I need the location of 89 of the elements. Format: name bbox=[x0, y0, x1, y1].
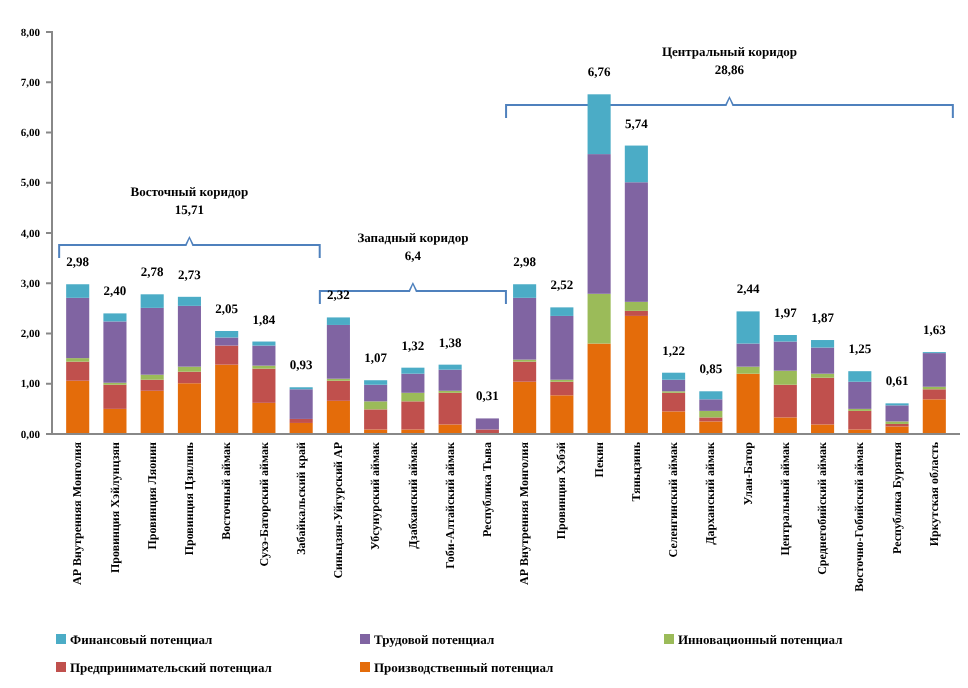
bar bbox=[326, 380, 350, 401]
bar bbox=[103, 321, 127, 383]
bar bbox=[475, 418, 499, 430]
bar bbox=[587, 293, 611, 344]
bar bbox=[587, 343, 611, 434]
bar bbox=[885, 426, 909, 434]
bar bbox=[252, 345, 276, 366]
bar bbox=[624, 315, 648, 434]
bar bbox=[773, 341, 797, 371]
bar bbox=[140, 307, 164, 375]
bar bbox=[177, 305, 201, 367]
bar bbox=[215, 330, 239, 338]
bar bbox=[550, 307, 574, 316]
bar bbox=[699, 399, 723, 411]
bar bbox=[848, 410, 872, 430]
bar bbox=[662, 411, 686, 434]
bar bbox=[848, 381, 872, 409]
bar bbox=[922, 353, 946, 387]
bar bbox=[922, 389, 946, 400]
bar bbox=[662, 392, 686, 412]
bar bbox=[103, 408, 127, 434]
bar bbox=[624, 145, 648, 183]
bar bbox=[587, 154, 611, 294]
bar bbox=[773, 417, 797, 434]
bar bbox=[773, 370, 797, 385]
bar bbox=[364, 384, 388, 402]
bar bbox=[513, 361, 537, 382]
bar bbox=[103, 313, 127, 322]
bar bbox=[773, 384, 797, 418]
bar bbox=[587, 94, 611, 155]
bar bbox=[699, 421, 723, 434]
bar bbox=[438, 392, 462, 425]
bar bbox=[66, 380, 90, 434]
bar bbox=[624, 310, 648, 316]
bar bbox=[140, 294, 164, 308]
bar bbox=[662, 379, 686, 392]
bar bbox=[550, 381, 574, 396]
bar bbox=[177, 383, 201, 434]
bar bbox=[289, 422, 313, 434]
bar bbox=[177, 366, 201, 372]
bar bbox=[550, 395, 574, 434]
bar bbox=[215, 364, 239, 434]
bar bbox=[177, 371, 201, 384]
bar bbox=[66, 297, 90, 359]
bar bbox=[922, 399, 946, 434]
bar bbox=[66, 284, 90, 298]
bar bbox=[364, 409, 388, 430]
bar bbox=[326, 400, 350, 434]
bar bbox=[624, 301, 648, 311]
bar bbox=[662, 372, 686, 380]
bar bbox=[326, 317, 350, 325]
bar bbox=[140, 390, 164, 434]
bar bbox=[885, 405, 909, 422]
bar bbox=[66, 361, 90, 381]
bar bbox=[513, 381, 537, 434]
bar bbox=[811, 377, 835, 425]
bar bbox=[103, 384, 127, 409]
bar bbox=[848, 371, 872, 382]
bar bbox=[736, 366, 760, 374]
bar bbox=[401, 367, 425, 374]
bar bbox=[513, 297, 537, 360]
bar bbox=[438, 424, 462, 434]
bar bbox=[215, 337, 239, 346]
bar bbox=[140, 374, 164, 380]
bar bbox=[811, 424, 835, 434]
bar bbox=[699, 410, 723, 418]
bar bbox=[699, 391, 723, 400]
bar bbox=[177, 296, 201, 306]
bar bbox=[252, 368, 276, 403]
bar bbox=[736, 311, 760, 344]
bar bbox=[624, 182, 648, 302]
bar bbox=[438, 369, 462, 391]
bar bbox=[326, 324, 350, 379]
bar bbox=[773, 335, 797, 342]
bar bbox=[811, 347, 835, 374]
bar bbox=[289, 389, 313, 419]
bar bbox=[401, 401, 425, 430]
bar bbox=[364, 401, 388, 410]
bar bbox=[252, 402, 276, 434]
bar bbox=[811, 340, 835, 348]
bar bbox=[513, 284, 537, 298]
bar bbox=[401, 373, 425, 393]
bar bbox=[438, 364, 462, 370]
bar bbox=[550, 315, 574, 380]
bar bbox=[401, 392, 425, 402]
bar bbox=[140, 379, 164, 391]
bar bbox=[736, 373, 760, 434]
bar bbox=[215, 345, 239, 365]
bar bbox=[736, 343, 760, 367]
